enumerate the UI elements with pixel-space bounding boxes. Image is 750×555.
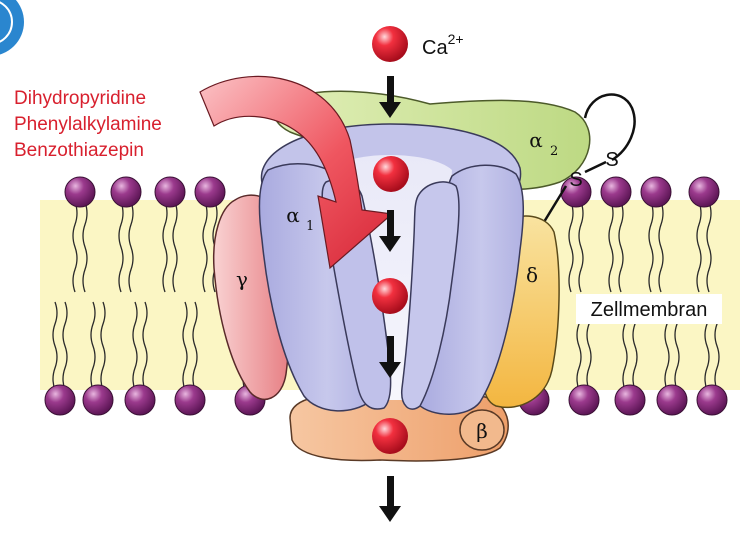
lipid-tail xyxy=(172,201,178,293)
ion-flow xyxy=(372,26,409,522)
disulfide-s2: S xyxy=(569,169,582,191)
membrane-label-bg xyxy=(576,294,722,324)
lipid-tail xyxy=(618,201,624,293)
ca-ion-ball-4 xyxy=(372,418,408,454)
lipid-head xyxy=(656,384,688,416)
lipid-head xyxy=(64,176,96,208)
lipid-tail xyxy=(72,201,78,293)
disulfide-s1: S xyxy=(605,149,618,171)
lipid-head xyxy=(44,384,76,416)
lipid-head xyxy=(568,384,600,416)
lipid-tail xyxy=(142,301,148,391)
flow-arrow-2 xyxy=(379,210,401,252)
lipid-tail xyxy=(132,301,138,391)
logo-fragment xyxy=(0,0,24,55)
lipid-tail xyxy=(568,201,574,293)
delta-label: δ xyxy=(526,263,538,287)
alpha2-subscript: 2 xyxy=(550,144,558,159)
lipid-head xyxy=(110,176,142,208)
lipid-head xyxy=(640,176,672,208)
lipid-tail xyxy=(608,201,614,293)
lipid-tail xyxy=(696,201,702,293)
lipid-tail xyxy=(128,201,134,293)
lipid-head xyxy=(614,384,646,416)
drug-benzothiazepin: Benzothiazepin xyxy=(14,140,144,161)
lipid-head xyxy=(174,384,206,416)
lipid-head xyxy=(82,384,114,416)
flow-arrow-1 xyxy=(379,76,401,118)
alpha2-symbol: α xyxy=(529,128,543,152)
beta-label: β xyxy=(476,419,488,443)
lipid-head xyxy=(600,176,632,208)
lipid-tail xyxy=(90,301,96,391)
ion-label: Ca2+ xyxy=(422,31,464,59)
lipid-tail xyxy=(192,301,198,391)
drug-dihydropyridine: Dihydropyridine xyxy=(14,88,146,109)
flow-arrow-4 xyxy=(379,476,401,522)
lipid-tail xyxy=(706,201,712,293)
lipid-tail xyxy=(648,201,654,293)
lipid-head xyxy=(194,176,226,208)
drug-phenylalkylamine: Phenylalkylamine xyxy=(14,114,162,135)
lipid-tail xyxy=(100,301,106,391)
lipid-tail xyxy=(202,201,208,293)
ca-ion-ball-3 xyxy=(372,278,408,314)
alpha1-subscript: 1 xyxy=(306,219,314,234)
ion-base: Ca xyxy=(422,37,448,59)
lipid-tail xyxy=(82,201,88,293)
lipid-tail xyxy=(162,201,168,293)
lipid-tail xyxy=(578,201,584,293)
drug-list: Dihydropyridine Phenylalkylamine Benzoth… xyxy=(14,88,162,161)
lipid-tail xyxy=(658,201,664,293)
lipid-tail xyxy=(182,301,188,391)
lipid-tail xyxy=(52,301,58,391)
lipid-tail xyxy=(118,201,124,293)
membrane-label: Zellmembran xyxy=(591,299,708,321)
ca-ion-ball-1 xyxy=(372,26,408,62)
lipid-heads xyxy=(44,176,728,416)
lipid-head xyxy=(688,176,720,208)
flow-arrow-3 xyxy=(379,336,401,378)
lipid-head xyxy=(154,176,186,208)
disulfide-bridge: S S xyxy=(542,93,636,223)
ion-charge: 2+ xyxy=(448,31,464,47)
drug-binding-arrow xyxy=(199,75,394,270)
ca-ion-ball-2 xyxy=(373,156,409,192)
lipid-tail xyxy=(62,301,68,391)
alpha1-symbol: α xyxy=(286,203,300,227)
lipid-head xyxy=(696,384,728,416)
gamma-label: γ xyxy=(236,267,248,291)
lipid-head xyxy=(124,384,156,416)
